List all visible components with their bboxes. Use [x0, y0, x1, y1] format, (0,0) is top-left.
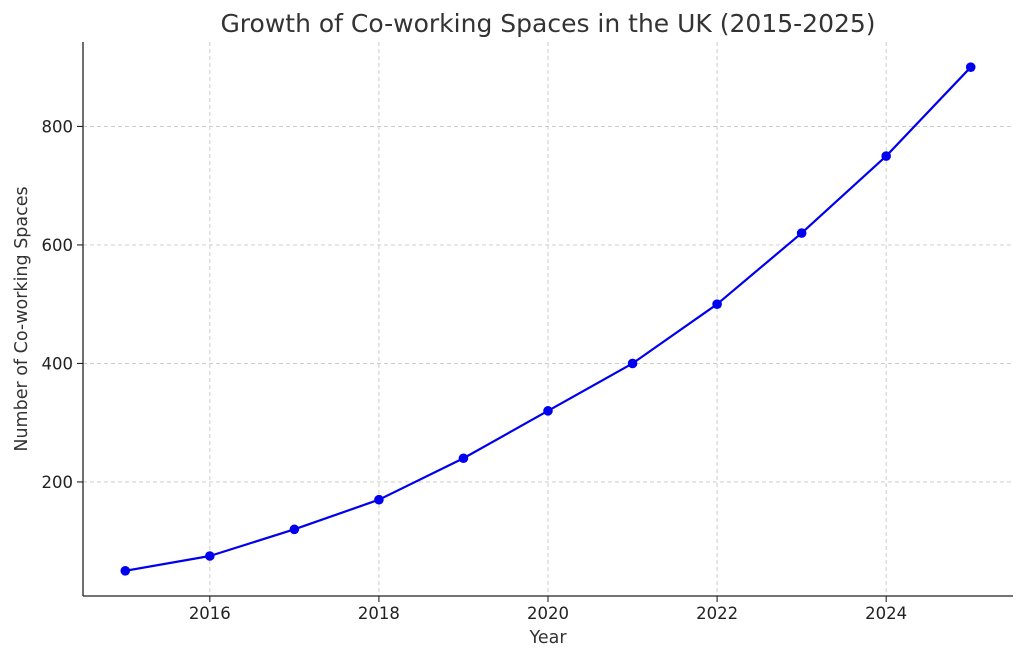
data-point — [120, 566, 131, 576]
chart-title: Growth of Co-working Spaces in the UK (2… — [220, 9, 875, 38]
data-point — [796, 228, 807, 238]
y-axis-label: Number of Co-working Spaces — [12, 186, 32, 451]
x-tick-label: 2016 — [189, 604, 231, 623]
data-point — [374, 494, 384, 505]
ticks: 2016 2018 2020 2022 2024 200 400 600 800 — [42, 117, 908, 623]
x-tick-label: 2018 — [358, 604, 400, 623]
y-tick-label: 600 — [42, 236, 74, 255]
y-tick-label: 400 — [42, 354, 74, 373]
data-point — [965, 62, 976, 72]
data-point — [881, 151, 891, 161]
data-point — [712, 299, 722, 309]
data-point — [289, 524, 300, 535]
x-axis-label: Year — [528, 628, 567, 648]
y-tick-label: 800 — [42, 117, 74, 136]
data-point — [458, 453, 469, 464]
x-tick-label: 2020 — [527, 604, 569, 623]
series — [120, 62, 976, 576]
x-tick-label: 2024 — [865, 604, 907, 623]
data-point — [627, 358, 638, 369]
data-point — [543, 406, 553, 416]
grid — [83, 42, 1013, 596]
x-tick-label: 2022 — [696, 604, 738, 623]
data-point — [205, 551, 215, 561]
y-tick-label: 200 — [42, 473, 74, 492]
